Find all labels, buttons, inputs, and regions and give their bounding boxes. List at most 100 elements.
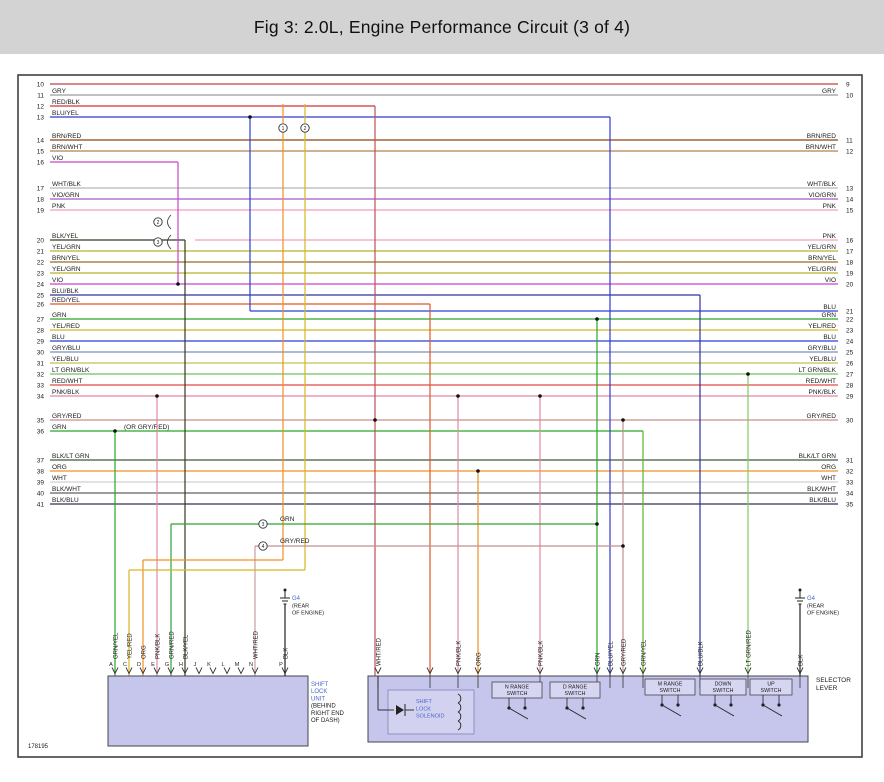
junction-dot: [176, 282, 180, 286]
left-wire-label: RED/BLK: [52, 99, 80, 106]
left-pin-number: 18: [37, 197, 45, 204]
terminal-letter: L: [221, 662, 224, 668]
terminal-arrow-icon: [426, 667, 434, 675]
wire-label: GRY/RED: [280, 538, 310, 545]
shift-lock-unit-caption: SHIFT: [311, 682, 329, 688]
right-pin-number: 35: [846, 502, 854, 509]
diode-icon: [396, 705, 404, 715]
figure-title: Fig 3: 2.0L, Engine Performance Circuit …: [253, 16, 631, 37]
right-wire-label: WHT/BLK: [807, 181, 837, 188]
right-wire-label: BRN/YEL: [808, 255, 836, 262]
right-pin-number: 28: [846, 383, 854, 390]
switch-blade: [566, 707, 587, 720]
right-pin-number: 18: [846, 260, 854, 267]
terminal-arrow-icon: [454, 667, 462, 675]
right-wire-label: VIO: [825, 277, 836, 284]
terminal-wire-label: GRN: [596, 653, 602, 666]
switch-label: SWITCH: [713, 688, 734, 694]
left-pin-number: 22: [37, 260, 45, 267]
shift-lock-unit-caption: LOCK: [311, 689, 327, 695]
junction-dot: [373, 418, 377, 422]
left-pin-number: 13: [37, 115, 45, 122]
right-pin-number: 26: [846, 361, 854, 368]
left-pin-number: 11: [37, 93, 44, 100]
right-wire-label: BLU: [823, 334, 836, 341]
switch-label: SWITCH: [507, 691, 528, 697]
right-wire-label: GRY: [822, 88, 837, 95]
left-wire-label: BLU/YEL: [52, 110, 79, 117]
right-wire-label: GRY/BLU: [808, 345, 837, 352]
switch-label: SWITCH: [660, 688, 681, 694]
junction-dot: [155, 394, 159, 398]
terminal-wire-label: GRN/RED: [170, 631, 176, 659]
circled-number: [153, 217, 163, 227]
terminal-letter: G: [165, 662, 169, 668]
terminal-arrow-icon: [474, 667, 482, 675]
left-pin-number: 19: [37, 208, 45, 215]
left-pin-number: 16: [37, 160, 45, 167]
right-wire-label: BLU: [823, 304, 836, 311]
left-wire-label: RED/WHT: [52, 378, 82, 385]
switch-blade: [714, 704, 735, 717]
left-wire-label: VIO: [52, 277, 63, 284]
left-pin-number: 41: [37, 502, 45, 509]
terminal-wire-label: WHT/RED: [254, 630, 260, 659]
right-pin-number: 30: [846, 418, 854, 425]
terminal-letter: H: [179, 662, 183, 668]
terminal-letter: M: [235, 662, 240, 668]
switch-label: N RANGE: [505, 685, 530, 691]
right-pin-number: 23: [846, 328, 854, 335]
terminal-letter: E: [151, 662, 155, 668]
terminal-wire-label: BLU/BLK: [699, 641, 705, 666]
terminal-arrow-icon: [374, 667, 382, 675]
terminal-wire-label: ORG: [477, 652, 483, 666]
shift-lock-unit-box: [107, 675, 309, 747]
right-pin-number: 27: [846, 372, 854, 379]
left-pin-number: 24: [37, 282, 45, 289]
terminal-wire-label: BLK: [284, 648, 290, 659]
shift-lock-unit-caption: RIGHT END: [311, 711, 345, 717]
right-pin-number: 25: [846, 350, 854, 357]
right-pin-number: 29: [846, 394, 854, 401]
right-wire-label: RED/WHT: [806, 378, 836, 385]
terminal-letter: K: [207, 662, 211, 668]
switch-blade: [508, 707, 529, 720]
switch-label: SWITCH: [565, 691, 586, 697]
solenoid-box: [387, 689, 475, 735]
left-pin-number: 20: [37, 238, 45, 245]
terminal-arrow-icon: [139, 667, 147, 675]
left-wire-label: VIO/GRN: [52, 192, 80, 199]
left-wire-label: YEL/GRN: [52, 266, 81, 273]
terminal-wire-label: WHT/RED: [377, 637, 383, 666]
switch-blade: [661, 704, 682, 717]
right-wire-label: LT GRN/BLK: [799, 367, 837, 374]
terminal-wire-label: PNK/BLK: [539, 641, 545, 666]
junction-dot: [595, 317, 599, 321]
right-wire-label: PNK: [823, 203, 837, 210]
right-wire-label: PNK/BLK: [809, 389, 837, 396]
left-pin-number: 33: [37, 383, 45, 390]
ground-label: G4: [807, 596, 816, 602]
shift-lock-unit-caption: (BEHIND: [311, 704, 336, 710]
circled-number: [258, 541, 268, 551]
left-wire-label: YEL/RED: [52, 323, 80, 330]
terminal-arrow-icon: [153, 667, 161, 675]
right-pin-number: 34: [846, 491, 854, 498]
left-pin-number: 29: [37, 339, 45, 346]
right-pin-number: 9: [846, 82, 850, 89]
switch-contact: [729, 703, 733, 707]
left-pin-number: 12: [37, 104, 45, 111]
junction-dot: [621, 544, 625, 548]
junction-dot: [746, 372, 750, 376]
connector-brace: [167, 234, 172, 250]
terminal-letter: J: [194, 662, 197, 668]
terminal-arrow-icon: [209, 667, 217, 675]
switch-blade: [762, 704, 783, 717]
switch-contact: [581, 706, 585, 710]
switch-label-box: [699, 678, 747, 696]
switch-contact: [523, 706, 527, 710]
selector-lever-label: SELECTOR: [816, 677, 851, 684]
right-wire-label: PNK: [823, 233, 837, 240]
left-pin-number: 27: [37, 317, 45, 324]
